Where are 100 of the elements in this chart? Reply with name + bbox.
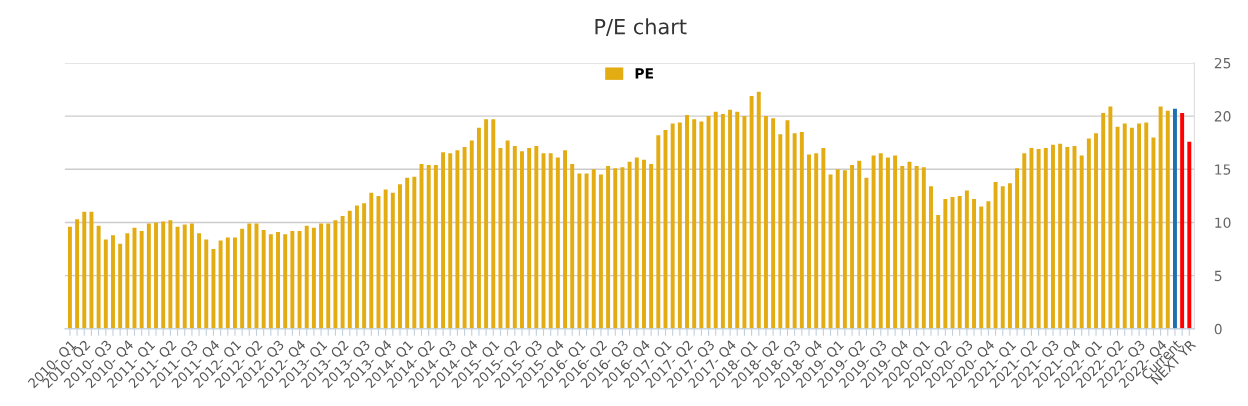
bar xyxy=(1036,149,1041,329)
bar xyxy=(290,231,295,329)
bar xyxy=(197,233,202,329)
bar xyxy=(103,239,108,329)
bar xyxy=(699,121,704,329)
bar xyxy=(111,235,115,329)
bar xyxy=(340,216,345,329)
bar xyxy=(799,132,804,329)
bar xyxy=(713,111,718,329)
bar xyxy=(763,116,768,329)
bar xyxy=(426,165,431,329)
bar xyxy=(534,145,539,329)
bar xyxy=(670,123,675,329)
bar xyxy=(225,237,230,329)
bar xyxy=(96,225,101,329)
bar xyxy=(563,150,568,329)
bar xyxy=(857,160,862,329)
bar xyxy=(821,148,826,329)
bar xyxy=(182,224,187,329)
bar xyxy=(835,169,840,329)
bar xyxy=(914,166,919,329)
bar xyxy=(706,116,711,329)
bar xyxy=(448,153,453,329)
bar xyxy=(598,174,603,329)
bar xyxy=(319,223,324,329)
bar xyxy=(347,210,352,329)
bar xyxy=(613,168,618,329)
bar xyxy=(548,153,553,329)
bar xyxy=(82,211,87,329)
bar xyxy=(1029,148,1034,329)
bar xyxy=(1151,137,1156,329)
bar xyxy=(462,146,467,329)
bar xyxy=(527,148,532,329)
bar xyxy=(232,237,237,329)
bar xyxy=(512,145,517,329)
bar xyxy=(118,243,123,329)
bar xyxy=(979,206,984,329)
y-tick-label: 20 xyxy=(1214,111,1231,122)
bar xyxy=(175,226,180,329)
y-tick-label: 5 xyxy=(1214,270,1222,282)
bar xyxy=(168,220,173,329)
bar xyxy=(1129,127,1134,329)
bar xyxy=(362,203,367,329)
bar xyxy=(268,234,273,329)
bar xyxy=(433,165,438,329)
bar xyxy=(936,215,941,329)
bar xyxy=(957,195,962,329)
bar xyxy=(412,176,417,329)
bar xyxy=(1108,106,1113,329)
bar xyxy=(1043,148,1048,329)
bar xyxy=(656,135,661,329)
bar xyxy=(756,91,761,329)
bar xyxy=(850,165,855,329)
bar xyxy=(570,163,575,329)
bar xyxy=(469,140,474,329)
bar xyxy=(972,199,977,329)
legend-label: PE xyxy=(635,68,654,79)
bar xyxy=(634,157,639,329)
bar xyxy=(943,199,948,329)
bar xyxy=(1165,110,1170,329)
bar xyxy=(240,228,245,329)
bar xyxy=(649,163,654,329)
bar xyxy=(692,119,697,329)
bar xyxy=(577,173,582,329)
bar xyxy=(154,222,158,329)
bar xyxy=(398,184,402,329)
bar xyxy=(125,233,130,329)
bar xyxy=(484,119,489,329)
bar xyxy=(749,95,754,329)
bar xyxy=(627,161,632,329)
bar xyxy=(907,161,912,329)
bar xyxy=(1122,123,1127,329)
bar xyxy=(921,167,926,329)
bar xyxy=(1022,153,1027,329)
bar xyxy=(900,166,905,329)
bar xyxy=(1158,106,1163,329)
bar xyxy=(146,223,151,329)
bar xyxy=(878,153,883,329)
bar xyxy=(1065,146,1070,329)
y-tick-label: 15 xyxy=(1215,164,1231,175)
bar xyxy=(139,231,144,329)
bar xyxy=(1058,143,1063,329)
bar xyxy=(1172,108,1177,329)
bar xyxy=(728,109,733,329)
bar xyxy=(929,186,933,329)
bar xyxy=(885,157,890,329)
bar xyxy=(1015,168,1020,329)
bar xyxy=(871,155,876,329)
bar xyxy=(1115,126,1120,329)
bar xyxy=(390,192,395,329)
bar xyxy=(677,122,682,329)
bar xyxy=(276,232,280,329)
bar xyxy=(641,159,646,329)
bar xyxy=(1101,112,1106,329)
bar xyxy=(807,154,811,329)
bar xyxy=(1079,155,1084,329)
bar xyxy=(584,173,589,329)
bar xyxy=(333,220,338,329)
bar xyxy=(441,152,446,329)
bar xyxy=(283,234,288,329)
